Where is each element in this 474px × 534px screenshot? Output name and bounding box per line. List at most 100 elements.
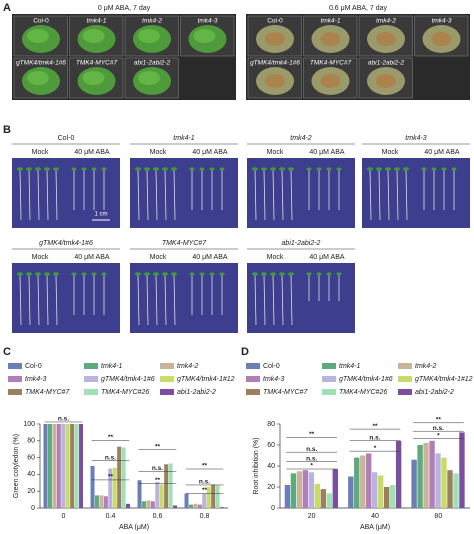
bar xyxy=(202,493,207,508)
cotyledon xyxy=(53,272,59,276)
cotyledon xyxy=(153,272,159,276)
x-axis-label: ABA (μM) xyxy=(119,524,149,531)
legend-label: tmk4-3 xyxy=(263,376,285,383)
plate-label: gTMK4/tmk4-1#6 xyxy=(16,60,66,67)
mock-label: Mock xyxy=(150,254,167,261)
bar xyxy=(332,469,338,508)
cotyledon xyxy=(26,167,32,171)
significance: ** xyxy=(202,487,208,494)
bar xyxy=(383,487,390,508)
mock-label: Mock xyxy=(32,254,49,261)
bar xyxy=(164,464,169,508)
bar xyxy=(459,432,465,508)
bar xyxy=(453,473,459,508)
cotyledon xyxy=(101,167,107,171)
significance: ** xyxy=(108,474,114,481)
plate-label: Col-0 xyxy=(33,18,49,25)
panel-label: B xyxy=(3,124,11,136)
seedlings-core xyxy=(431,32,452,46)
y-axis-label: Root inhibition (%) xyxy=(253,437,260,494)
root xyxy=(37,169,40,221)
group-title: 0 μM ABA, 7 day xyxy=(98,5,151,12)
cotyledon xyxy=(421,167,427,171)
seedlings-core xyxy=(138,71,160,85)
bar xyxy=(197,504,202,508)
legend-label: gTMK4/tmk4-1#6 xyxy=(339,376,393,383)
root xyxy=(155,169,158,221)
cotyledon xyxy=(71,272,77,276)
bar xyxy=(220,507,225,508)
bar xyxy=(326,493,333,508)
cotyledon xyxy=(162,272,168,276)
legend-swatch xyxy=(8,363,22,369)
bar xyxy=(441,457,447,508)
cotyledon xyxy=(91,272,97,276)
scale-label: 1 cm xyxy=(94,212,107,218)
cotyledon xyxy=(144,167,150,171)
root xyxy=(137,274,140,326)
cotyledon xyxy=(153,167,159,171)
genotype-label: tmk4-3 xyxy=(405,135,427,142)
legend-label: tmk4-1 xyxy=(339,363,361,370)
x-tick-label: 0 xyxy=(62,513,66,520)
aba-label: 40 μM ABA xyxy=(424,149,459,156)
cotyledon xyxy=(316,167,322,171)
plate-label: abi1-2abi2-2 xyxy=(368,60,405,67)
cotyledon xyxy=(135,167,141,171)
root xyxy=(369,169,372,221)
legend-label: TMK4-MYC#7 xyxy=(25,389,70,396)
legend-swatch xyxy=(322,363,336,369)
x-axis-label: ABA (μM) xyxy=(360,524,390,531)
legend-label: Col-0 xyxy=(263,363,280,370)
legend-swatch xyxy=(322,376,336,382)
bar xyxy=(411,459,417,508)
mock-label: Mock xyxy=(382,149,399,156)
bar xyxy=(173,505,178,508)
bar xyxy=(360,455,366,508)
seedlings-core xyxy=(265,32,285,46)
cotyledon xyxy=(279,167,285,171)
cotyledon xyxy=(252,272,258,276)
root xyxy=(272,274,275,326)
cotyledon xyxy=(441,167,447,171)
bar xyxy=(395,440,402,508)
cotyledon xyxy=(219,167,225,171)
cotyledon xyxy=(135,272,141,276)
seedlings-core xyxy=(376,74,396,88)
y-tick-label: 40 xyxy=(27,471,35,478)
root xyxy=(137,169,140,221)
plate-label: Col-0 xyxy=(267,18,283,25)
root xyxy=(254,169,257,221)
y-tick-label: 60 xyxy=(27,454,35,461)
bar xyxy=(52,424,57,508)
legend-swatch xyxy=(8,389,22,395)
y-tick-label: 0 xyxy=(271,505,275,512)
y-tick-label: 60 xyxy=(267,442,275,449)
bar xyxy=(99,495,104,508)
bar xyxy=(320,489,327,508)
legend-label: tmk4-2 xyxy=(415,363,437,370)
root xyxy=(396,169,399,221)
bar xyxy=(435,453,441,508)
cotyledon xyxy=(171,167,177,171)
cotyledon xyxy=(376,167,382,171)
cotyledon xyxy=(71,167,77,171)
plate-label: abi1-2abi2-2 xyxy=(134,60,171,67)
significance: * xyxy=(437,432,440,439)
root xyxy=(146,274,149,326)
seedlings-core xyxy=(265,74,285,88)
significance: n.s. xyxy=(306,446,317,453)
y-tick-label: 0 xyxy=(31,505,35,512)
genotype-label: TMK4-MYC#7 xyxy=(162,240,207,247)
significance: * xyxy=(310,463,313,470)
significance: * xyxy=(374,445,377,452)
bar xyxy=(121,447,126,508)
cotyledon xyxy=(81,167,87,171)
aba-label: 40 μM ABA xyxy=(309,149,344,156)
cotyledon xyxy=(17,167,23,171)
cotyledon xyxy=(35,272,41,276)
cotyledon xyxy=(209,167,215,171)
seedlings-core xyxy=(27,29,49,43)
cotyledon xyxy=(91,167,97,171)
